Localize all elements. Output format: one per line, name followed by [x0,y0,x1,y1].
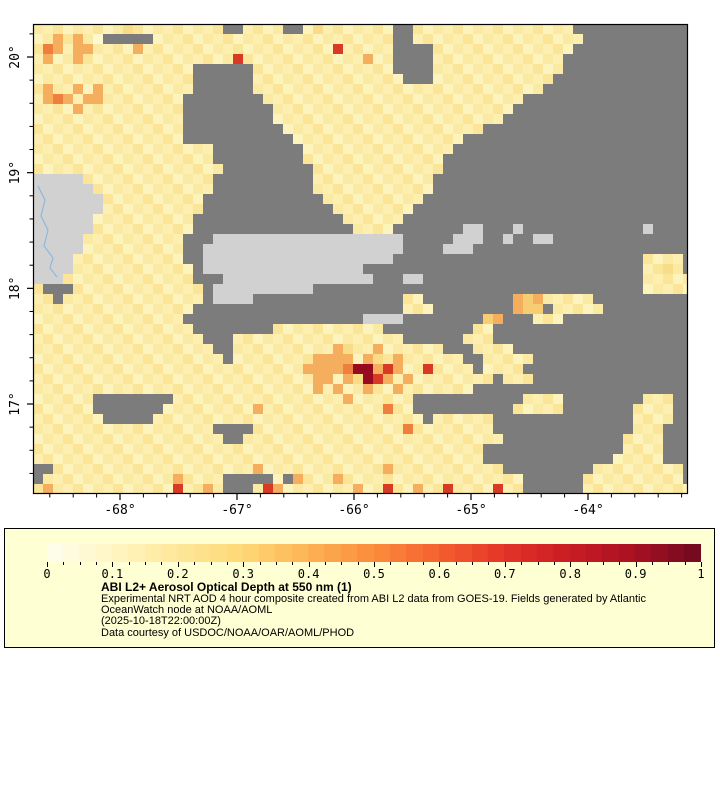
map-border [32,23,689,495]
aod-map-figure: -68° -67° -66° -65° -64° 20° 19° 18° 17° [8,23,689,518]
colorbar-minor-tick [553,562,555,565]
colorbar-minor-tick [226,562,228,565]
legend-text-block: ABI L2+ Aerosol Optical Depth at 550 nm … [101,581,704,639]
colorbar-tick-label: 0.5 [363,567,385,581]
colorbar-minor-tick [145,562,147,565]
lon-tick-label: -67° [221,503,252,518]
river-line [37,185,58,278]
colorbar-major-tick [243,562,245,567]
colorbar-minor-tick [259,562,261,565]
colorbar-minor-tick [96,562,98,565]
colorbar-minor-tick [341,562,343,565]
colorbar-minor-tick [357,562,359,565]
colorbar-minor-tick [423,562,425,565]
lat-tick-label: 20° [8,45,23,68]
aod-colorbar [47,544,701,562]
colorbar-major-tick [701,562,702,567]
colorbar-tick-label: 0.2 [166,567,189,581]
colorbar-tick-label: 0.3 [232,567,255,581]
colorbar-minor-tick [161,562,163,565]
legend-description-line-2: OceanWatch node at NOAA/AOML [101,604,273,617]
colorbar-major-tick [177,562,179,567]
colorbar-minor-tick [194,562,196,565]
colorbar-major-tick [439,562,441,567]
colorbar-minor-tick [488,562,490,565]
colorbar-minor-tick [619,562,621,565]
colorbar-minor-tick [521,562,523,565]
legend-courtesy: Data courtesy of USDOC/NOAA/OAR/AOML/PHO… [101,626,355,639]
lat-tick-label: 18° [8,277,23,300]
colorbar-minor-tick [406,562,408,565]
colorbar-tick-label: 0.8 [559,567,582,581]
colorbar-minor-tick [602,562,604,565]
lon-tick-label: -66° [338,503,369,518]
colorbar-major-tick [112,562,114,567]
colorbar-minor-tick [390,562,392,565]
colorbar-tick-label: 0.6 [428,567,451,581]
legend-description-line-1: Experimental NRT AOD 4 hour composite cr… [101,593,646,605]
colorbar-tick-label: 0.1 [101,567,124,581]
lon-tick-label: -68° [104,503,135,518]
colorbar-minor-tick [472,562,474,565]
colorbar-major-tick [308,562,310,567]
legend-title: ABI L2+ Aerosol Optical Depth at 550 nm … [101,580,352,594]
colorbar-minor-tick [537,562,539,565]
colorbar-minor-tick [275,562,277,565]
longitude-axis: -68° -67° -66° -65° -64° [49,494,683,518]
colorbar-tick-label: 0.4 [297,567,320,581]
colorbar-minor-tick [586,562,588,565]
colorbar-tick-labels: 0 0.1 0.2 0.3 0.4 0.5 0.6 0.7 0.8 0.9 1 [43,567,705,581]
colorbar-minor-tick [684,562,686,565]
colorbar-major-tick [504,562,506,567]
legend-panel: 0 0.1 0.2 0.3 0.4 0.5 0.6 0.7 0.8 0.9 1 ABI L2+ Ae… [4,528,715,648]
lon-tick-label: -64° [572,503,603,518]
lat-tick-label: 19° [8,161,23,184]
colorbar-minor-tick [210,562,212,565]
colorbar-major-tick [47,562,48,567]
colorbar-tick-label: 0 [43,567,51,581]
lon-tick-label: -65° [455,503,486,518]
colorbar-ticks [47,562,702,568]
lat-tick-label: 17° [8,392,23,415]
colorbar-minor-tick [455,562,457,565]
colorbar-minor-tick [292,562,294,565]
colorbar-minor-tick [324,562,326,565]
colorbar-tick-label: 0.7 [493,567,516,581]
colorbar-major-tick [374,562,375,567]
latitude-axis: 20° 19° 18° 17° [8,33,33,474]
colorbar-minor-tick [63,562,65,565]
aod-map: -68° -67° -66° -65° -64° 20° 19° 18° 17° [8,23,689,518]
colorbar-major-tick [570,562,572,567]
colorbar-minor-tick [128,562,130,565]
map-pixels [33,24,688,494]
colorbar-minor-tick [668,562,670,565]
colorbar-minor-tick [651,562,653,565]
colorbar-minor-tick [79,562,81,565]
colorbar-tick-label: 0.9 [624,567,647,581]
colorbar-major-tick [635,562,637,567]
colorbar-tick-label: 1 [697,567,705,581]
legend-timestamp: (2025-10-18T22:00:00Z) [101,615,221,628]
